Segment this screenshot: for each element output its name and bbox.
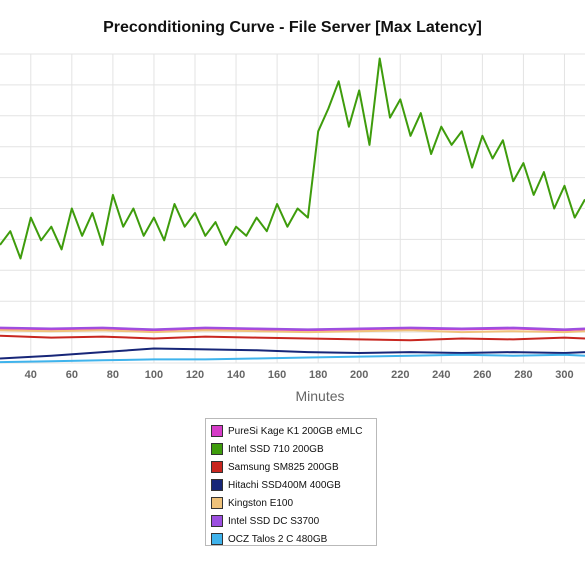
x-tick-label: 160 [268,369,286,381]
x-tick-label: 40 [25,369,37,381]
chart-plot: 40 60 80 100 120 140 160 180 200 220 240 260 280 300 [0,53,585,381]
chart-legend: PureSi Kage K1 200GB eMLC Intel SSD 710 2… [205,418,377,546]
legend-label: Kingston E100 [228,497,294,509]
x-tick-label: 80 [107,369,119,381]
legend-label: Samsung SM825 200GB [228,461,339,473]
x-tick-label: 200 [350,369,368,381]
legend-label: Intel SSD 710 200GB [228,443,324,455]
series-line-4 [0,347,585,360]
legend-item: Intel SSD DC S3700 [206,512,376,530]
legend-swatch [211,533,223,545]
chart-title: Preconditioning Curve - File Server [Max… [103,19,482,36]
series-line-7 [0,353,585,364]
legend-item: PureSi Kage K1 200GB eMLC [206,422,376,440]
legend-label: Intel SSD DC S3700 [228,515,320,527]
legend-swatch [211,443,223,455]
legend-item: Kingston E100 [206,494,376,512]
x-tick-label: 180 [309,369,327,381]
x-tick-label: 300 [555,369,573,381]
legend-swatch [211,515,223,527]
x-tick-label: 100 [145,369,163,381]
x-axis-title: Minutes [295,388,345,404]
legend-label: Hitachi SSD400M 400GB [228,479,341,491]
series-line-5 [0,329,585,334]
legend-item: Samsung SM825 200GB [206,458,376,476]
series-line-3 [0,334,585,342]
series-line-6 [0,326,585,331]
legend-label: PureSi Kage K1 200GB eMLC [228,425,363,437]
legend-swatch [211,461,223,473]
x-tick-label: 240 [432,369,450,381]
x-tick-label: 260 [473,369,491,381]
x-tick-label: 220 [391,369,409,381]
legend-swatch [211,497,223,509]
legend-item: Intel SSD 710 200GB [206,440,376,458]
series-line-2 [0,57,585,260]
x-tick-label: 140 [227,369,245,381]
x-tick-label: 60 [66,369,78,381]
legend-label: OCZ Talos 2 C 480GB [228,533,328,545]
legend-item: OCZ Talos 2 C 480GB [206,530,376,548]
legend-item: Hitachi SSD400M 400GB [206,476,376,494]
legend-swatch [211,479,223,491]
x-tick-label: 120 [186,369,204,381]
legend-swatch [211,425,223,437]
x-tick-label: 280 [514,369,532,381]
